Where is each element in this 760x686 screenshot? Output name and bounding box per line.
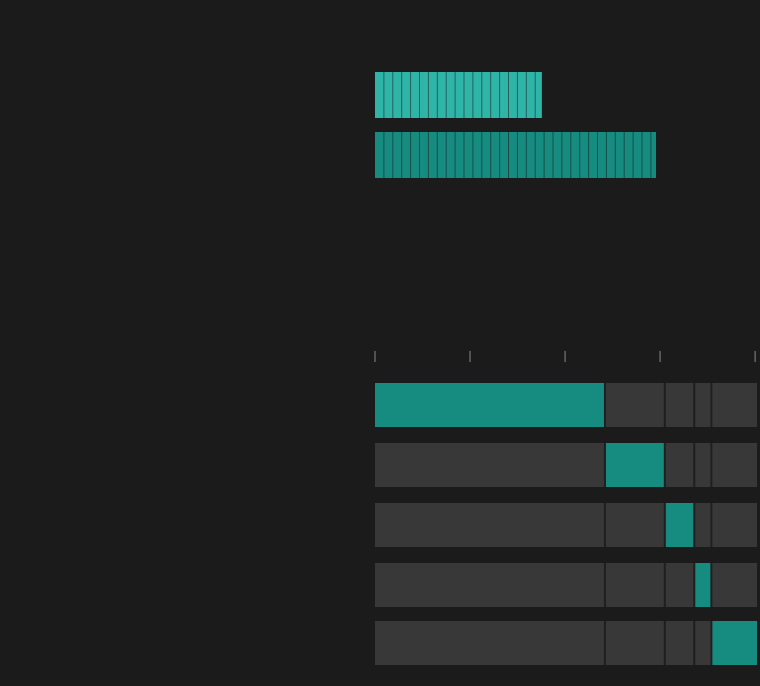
row-3-segment-3 xyxy=(664,503,695,547)
row-2-segment-1 xyxy=(375,443,605,487)
row-3-segment-1 xyxy=(375,503,605,547)
row-2-segment-4 xyxy=(694,443,712,487)
summary-bars xyxy=(375,72,657,178)
row-1-segment-4 xyxy=(694,383,712,427)
row-4-segment-1 xyxy=(375,563,605,607)
row-1-segment-2 xyxy=(604,383,665,427)
row-4-segment-4 xyxy=(694,563,712,607)
row-2-segment-5 xyxy=(711,443,757,487)
row-4-segment-3 xyxy=(664,563,695,607)
summary-bar-1 xyxy=(375,72,542,118)
row-5-segment-2 xyxy=(604,621,665,665)
row-1-segment-5 xyxy=(711,383,757,427)
row-5-segment-1 xyxy=(375,621,605,665)
summary-bar-2 xyxy=(375,132,657,178)
row-1-segment-3 xyxy=(664,383,695,427)
x-axis-ticks xyxy=(374,351,756,362)
row-5-segment-5 xyxy=(711,621,757,665)
row-1-segment-1 xyxy=(375,383,605,427)
row-3-segment-2 xyxy=(604,503,665,547)
row-2-segment-2 xyxy=(604,443,665,487)
row-5-segment-3 xyxy=(664,621,695,665)
row-4-segment-5 xyxy=(711,563,757,607)
row-3-segment-4 xyxy=(694,503,712,547)
stacked-rows xyxy=(375,383,757,665)
row-4-segment-2 xyxy=(604,563,665,607)
row-5-segment-4 xyxy=(694,621,712,665)
row-2-segment-3 xyxy=(664,443,695,487)
row-3-segment-5 xyxy=(711,503,757,547)
